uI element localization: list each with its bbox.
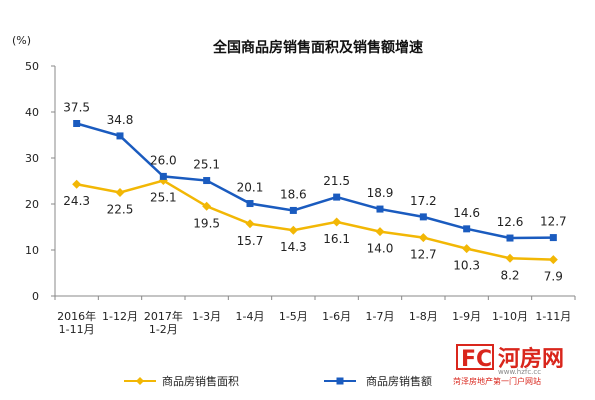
y-tick-label: 30 xyxy=(25,152,39,165)
data-label: 20.1 xyxy=(237,181,264,195)
legend-marker-diamond xyxy=(136,377,144,385)
data-point-square xyxy=(333,193,341,201)
data-point-diamond xyxy=(418,233,428,243)
x-tick-label: 1-7月 xyxy=(366,310,395,323)
watermark-logo-box xyxy=(456,344,494,370)
x-tick-label: 1-10月 xyxy=(492,310,528,323)
data-label: 24.3 xyxy=(63,194,90,208)
data-label: 8.2 xyxy=(500,268,519,282)
data-point-square xyxy=(463,225,471,233)
data-point-square xyxy=(246,200,254,208)
x-tick-label: 2016年 xyxy=(57,309,96,323)
data-point-diamond xyxy=(375,227,385,237)
data-point-diamond xyxy=(332,217,342,227)
x-tick-label: 1-3月 xyxy=(192,310,221,323)
data-label: 14.3 xyxy=(280,240,307,254)
data-label: 7.9 xyxy=(544,270,563,284)
watermark-logo-mark: FC xyxy=(461,347,492,372)
data-label: 18.6 xyxy=(280,187,307,201)
chart-title: 全国商品房销售面积及销售额增速 xyxy=(212,39,423,56)
watermark-url: www.hzfc.cc xyxy=(498,368,541,376)
data-point-square xyxy=(419,213,427,221)
data-label: 15.7 xyxy=(237,234,264,248)
data-point-diamond xyxy=(115,188,125,197)
x-tick-label: 1-2月 xyxy=(149,323,178,336)
data-label: 12.6 xyxy=(497,215,524,229)
legend-label-sales: 商品房销售额 xyxy=(366,374,432,388)
data-label: 37.5 xyxy=(63,101,90,115)
x-tick-label: 1-11月 xyxy=(535,310,571,323)
legend-marker-square xyxy=(336,377,344,385)
data-point-diamond xyxy=(288,225,298,235)
y-axis-unit-label: (%) xyxy=(12,34,31,47)
data-label: 10.3 xyxy=(453,259,480,273)
data-label: 18.9 xyxy=(367,186,394,200)
data-point-diamond xyxy=(462,244,472,254)
data-point-square xyxy=(116,132,124,140)
x-tick-label: 1-9月 xyxy=(452,310,481,323)
data-point-square xyxy=(289,206,297,214)
data-label: 12.7 xyxy=(540,215,567,229)
data-point-square xyxy=(159,172,167,180)
data-label: 14.0 xyxy=(367,242,394,256)
x-tick-label: 1-6月 xyxy=(322,310,351,323)
data-point-diamond xyxy=(202,201,212,211)
data-point-diamond xyxy=(505,253,515,263)
y-tick-label: 0 xyxy=(32,290,39,303)
data-label: 25.1 xyxy=(193,158,220,172)
x-tick-label: 1-8月 xyxy=(409,310,438,323)
axes xyxy=(54,66,575,297)
y-tick-label: 20 xyxy=(25,198,39,211)
y-tick-label: 10 xyxy=(25,244,39,257)
data-label: 26.0 xyxy=(150,153,177,167)
data-label: 14.6 xyxy=(453,206,480,220)
data-point-square xyxy=(203,177,211,185)
data-label: 16.1 xyxy=(323,232,350,246)
watermark-site-name: 河房网 xyxy=(498,346,564,372)
data-label: 34.8 xyxy=(107,113,134,127)
data-label: 12.7 xyxy=(410,248,437,262)
series-line-1 xyxy=(76,122,554,240)
data-point-square xyxy=(506,234,514,242)
x-tick-label: 1-12月 xyxy=(102,310,138,323)
data-point-square xyxy=(549,234,557,242)
data-label: 19.5 xyxy=(193,216,220,230)
legend: 商品房销售面积 商品房销售额 xyxy=(124,374,432,388)
legend-label-area: 商品房销售面积 xyxy=(162,374,239,388)
x-tick-label: 1-5月 xyxy=(279,310,308,323)
data-point-diamond xyxy=(72,179,82,189)
watermark-slogan: 菏泽房地产第一门户网站 xyxy=(453,376,541,386)
legend-item-sales: 商品房销售额 xyxy=(324,374,432,388)
data-point-square xyxy=(376,205,384,213)
y-tick-label: 50 xyxy=(25,60,39,73)
y-tick-label: 40 xyxy=(25,106,39,119)
x-tick-label: 1-11月 xyxy=(59,323,95,336)
data-point-square xyxy=(73,120,81,127)
series-line-0 xyxy=(76,179,554,261)
data-point-diamond xyxy=(245,219,255,229)
watermark-logo: FC 河房网 www.hzfc.cc 菏泽房地产第一门户网站 xyxy=(453,344,564,386)
x-tick-label: 1-4月 xyxy=(236,310,265,323)
data-label: 17.2 xyxy=(410,194,437,208)
data-label: 21.5 xyxy=(323,174,350,188)
y-axis-ticks: 0 10 20 30 40 50 xyxy=(25,60,55,303)
data-label: 22.5 xyxy=(107,203,134,217)
data-label: 25.1 xyxy=(150,191,177,205)
data-labels: 24.3 22.5 25.1 19.5 15.7 14.3 16.1 14.0 12.7 10.3… xyxy=(63,101,566,284)
data-point-diamond xyxy=(548,255,558,265)
legend-item-area: 商品房销售面积 xyxy=(124,374,239,388)
x-tick-label: 2017年 xyxy=(144,309,183,323)
series-layer xyxy=(72,120,558,265)
